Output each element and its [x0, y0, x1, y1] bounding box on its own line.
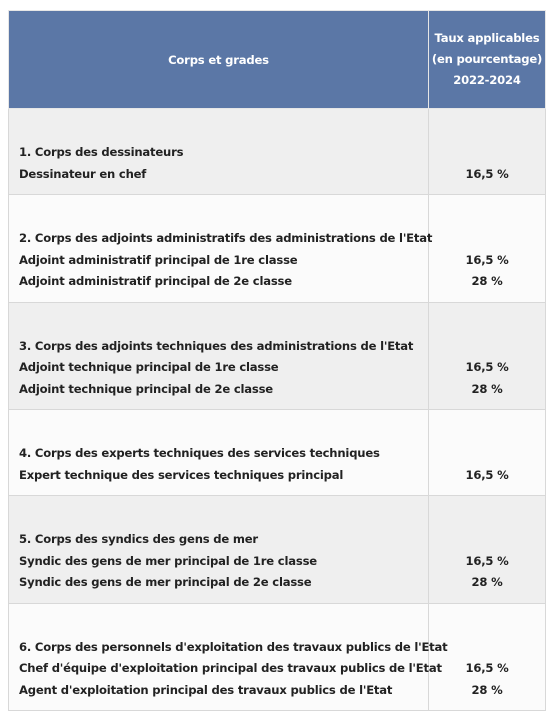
rate-value: 16,5 %	[465, 166, 509, 181]
spacer	[429, 142, 545, 164]
grade-name: Expert technique des services techniques…	[19, 467, 344, 482]
grade-cell: 2. Corps des adjoints administratifs des…	[8, 194, 433, 303]
grade-cell: 6. Corps des personnels d'exploitation d…	[8, 602, 448, 711]
grade-name: Dessinateur en chef	[19, 166, 147, 181]
group-title: 3. Corps des adjoints techniques des adm…	[19, 338, 414, 353]
table-header: Corps et grades Taux applicables (en pou…	[8, 10, 546, 109]
group-title: 5. Corps des syndics des gens de mer	[19, 532, 258, 546]
grade-name: Adjoint technique principal de 2e classe	[19, 381, 273, 396]
grade-cell: 4. Corps des experts techniques des serv…	[8, 409, 429, 496]
group-row: 6. Corps des personnels d'exploitation d…	[8, 602, 546, 711]
grade-name: Syndic des gens de mer principal de 1re …	[19, 553, 317, 568]
rate-value: 16,5 %	[465, 360, 509, 374]
rate-cell: 16,5 % 28 %	[428, 495, 546, 604]
group-row: 1. Corps des dessinateurs Dessinateur en …	[8, 108, 546, 195]
group-title: 6. Corps des personnels d'exploitation d…	[19, 639, 448, 654]
grade-name: Syndic des gens de mer principal de 2e c…	[19, 575, 312, 589]
rate-cell: 16,5 %	[428, 409, 546, 496]
spacer	[429, 529, 545, 551]
group-title: 2. Corps des adjoints administratifs des…	[19, 231, 433, 245]
group-title: 1. Corps des dessinateurs	[19, 145, 184, 159]
header-row: Corps et grades Taux applicables (en pou…	[8, 10, 546, 109]
grade-cell: 1. Corps des dessinateurs Dessinateur en …	[8, 108, 429, 195]
rate-value: 16,5 %	[465, 467, 509, 482]
rate-value: 28 %	[471, 575, 503, 589]
header-rate: Taux applicables (en pourcentage) 2022-2…	[428, 10, 546, 109]
header-rate-line: (en pourcentage)	[431, 52, 543, 66]
rate-cell: 16,5 % 28 %	[428, 194, 546, 303]
rate-value: 16,5 %	[465, 553, 509, 568]
grade-name: Chef d'équipe d'exploitation principal d…	[19, 661, 442, 675]
grade-name: Adjoint technique principal de 1re class…	[19, 360, 279, 374]
grade-name: Adjoint administratif principal de 2e cl…	[19, 274, 292, 288]
rate-cell: 16,5 %	[428, 108, 546, 195]
rate-value: 28 %	[471, 381, 503, 396]
rate-value: 28 %	[471, 274, 503, 288]
rates-table: Corps et grades Taux applicables (en pou…	[8, 10, 546, 711]
group-title: 4. Corps des experts techniques des serv…	[19, 446, 380, 460]
grade-name: Agent d'exploitation principal des trava…	[19, 682, 393, 697]
rate-value: 16,5 %	[465, 661, 509, 675]
header-rate-line: Taux applicables	[434, 31, 540, 45]
table-body: 1. Corps des dessinateurs Dessinateur en …	[8, 108, 546, 711]
grade-name: Adjoint administratif principal de 1re c…	[19, 252, 298, 267]
grade-cell: 3. Corps des adjoints techniques des adm…	[8, 301, 429, 410]
header-rate-line: 2022-2024	[453, 73, 521, 87]
group-row: 5. Corps des syndics des gens de mer Synd…	[8, 495, 546, 604]
grade-cell: 5. Corps des syndics des gens de mer Synd…	[8, 495, 429, 604]
group-row: 2. Corps des adjoints administratifs des…	[8, 194, 546, 303]
spacer	[429, 336, 545, 358]
group-row: 3. Corps des adjoints techniques des adm…	[8, 301, 546, 410]
header-grade: Corps et grades	[8, 10, 429, 109]
rate-value: 16,5 %	[465, 252, 509, 267]
rate-cell: 16,5 % 28 %	[428, 301, 546, 410]
group-row: 4. Corps des experts techniques des serv…	[8, 409, 546, 496]
spacer	[429, 443, 545, 465]
rate-value: 28 %	[471, 682, 503, 697]
rate-cell: 16,5 % 28 %	[428, 602, 546, 711]
spacer	[429, 228, 545, 250]
